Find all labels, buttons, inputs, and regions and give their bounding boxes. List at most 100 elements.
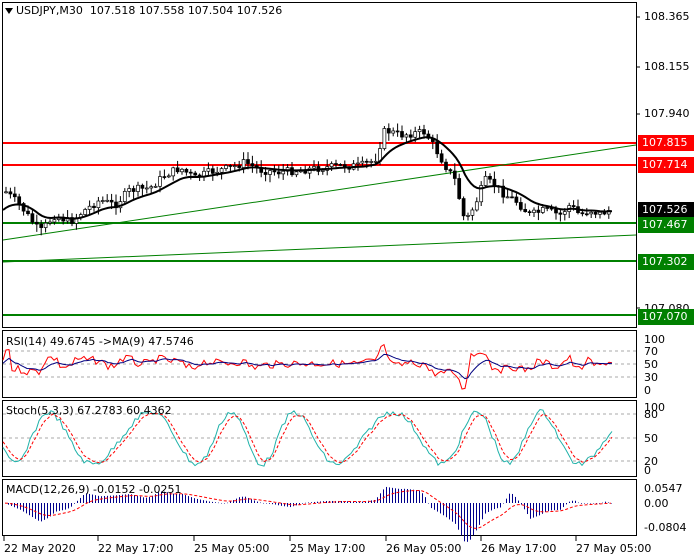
macd-bar bbox=[125, 494, 126, 503]
candle-body bbox=[540, 207, 545, 213]
candle-body bbox=[545, 207, 550, 209]
candle-body bbox=[241, 159, 246, 168]
candle-body bbox=[448, 169, 453, 172]
macd-bar bbox=[515, 496, 516, 503]
moving-average-line bbox=[2, 136, 613, 220]
candle-body bbox=[404, 134, 409, 138]
trend-line-upper[interactable] bbox=[2, 144, 637, 241]
level-tag-107070: 107.070 bbox=[638, 309, 694, 325]
macd-bar bbox=[158, 492, 159, 503]
candle-body bbox=[162, 176, 167, 178]
candle-body bbox=[373, 160, 378, 163]
macd-bar bbox=[266, 503, 267, 504]
macd-bar bbox=[104, 496, 105, 503]
macd-bar bbox=[419, 490, 420, 503]
macd-bar bbox=[434, 503, 435, 510]
macd-bar bbox=[170, 492, 171, 503]
macd-bar bbox=[383, 489, 384, 503]
candle-body bbox=[180, 168, 184, 173]
macd-bar bbox=[536, 503, 537, 517]
candle-body bbox=[87, 205, 92, 210]
macd-bar bbox=[554, 503, 555, 511]
macd-bar bbox=[200, 499, 201, 503]
macd-bar bbox=[602, 502, 603, 504]
macd-bar bbox=[86, 493, 87, 503]
rsi-tick: 30 bbox=[644, 371, 658, 384]
macd-bar bbox=[443, 503, 444, 516]
macd-bar bbox=[521, 503, 522, 505]
macd-tick: 0.0547 bbox=[644, 482, 683, 495]
macd-bar bbox=[386, 486, 387, 503]
candle-body bbox=[158, 176, 162, 187]
macd-bar bbox=[482, 503, 483, 520]
candle-body bbox=[184, 168, 189, 173]
macd-bar bbox=[230, 501, 231, 503]
macd-bar bbox=[53, 503, 54, 514]
macd-bar bbox=[224, 503, 225, 504]
candle-body bbox=[281, 170, 286, 175]
macd-bar bbox=[431, 503, 432, 509]
macd-bar bbox=[185, 495, 186, 503]
macd-bar bbox=[407, 488, 408, 503]
macd-bar bbox=[569, 501, 570, 503]
macd-bar bbox=[380, 493, 381, 503]
rsi-tick: 0 bbox=[644, 384, 651, 397]
candle-body bbox=[144, 187, 149, 190]
candle-body bbox=[193, 172, 198, 176]
macd-bar bbox=[509, 493, 510, 503]
macd-bar bbox=[62, 503, 63, 511]
time-label: 25 May 05:00 bbox=[194, 542, 270, 555]
macd-bar bbox=[503, 503, 504, 504]
macd-bar bbox=[128, 494, 129, 503]
macd-bar bbox=[599, 503, 600, 504]
candle-body bbox=[444, 161, 448, 170]
macd-bar bbox=[467, 503, 468, 542]
candle-body bbox=[8, 191, 13, 195]
macd-bar bbox=[17, 503, 18, 509]
macd-bar bbox=[458, 503, 459, 530]
macd-bar bbox=[56, 503, 57, 512]
candle-body bbox=[452, 170, 457, 179]
candle-body bbox=[426, 133, 431, 139]
macd-bar bbox=[65, 503, 66, 510]
macd-bar bbox=[371, 500, 372, 503]
candle-body bbox=[510, 196, 514, 199]
macd-bar bbox=[107, 495, 108, 503]
rsi-label: RSI(14) 49.6745 ->MA(9) 47.5746 bbox=[6, 335, 194, 348]
macd-bar bbox=[47, 503, 48, 519]
macd-bar bbox=[440, 503, 441, 514]
candle-body bbox=[17, 196, 22, 204]
macd-bar bbox=[80, 497, 81, 503]
macd-bar bbox=[41, 503, 42, 522]
stoch-tick: 50 bbox=[644, 432, 658, 445]
candle-body bbox=[272, 170, 277, 173]
macd-bar bbox=[95, 495, 96, 503]
macd-bar bbox=[74, 503, 75, 504]
trend-line-lower[interactable] bbox=[2, 234, 637, 263]
macd-bar bbox=[149, 497, 150, 503]
macd-bar bbox=[191, 497, 192, 503]
macd-tick: -0.0804 bbox=[644, 521, 687, 534]
candle-body bbox=[435, 141, 440, 155]
candle-body bbox=[532, 209, 536, 213]
candle-body bbox=[206, 168, 211, 172]
candle-body bbox=[246, 159, 250, 164]
candle-body bbox=[470, 209, 475, 216]
candle-body bbox=[417, 129, 422, 133]
macd-bar bbox=[257, 501, 258, 503]
price-tick: 108.155 bbox=[644, 60, 690, 73]
candle-body bbox=[584, 213, 589, 216]
macd-bar bbox=[251, 499, 252, 503]
macd-bar bbox=[155, 494, 156, 503]
macd-pane-frame bbox=[2, 479, 637, 536]
candle-body bbox=[369, 161, 374, 163]
candle-body bbox=[329, 163, 334, 167]
candlestick-series bbox=[4, 123, 611, 236]
stoch-signal-line bbox=[2, 412, 613, 464]
macd-bar bbox=[356, 501, 357, 503]
candle-body bbox=[562, 211, 567, 215]
macd-bar bbox=[545, 503, 546, 512]
macd-bar bbox=[263, 502, 264, 504]
candle-body bbox=[43, 222, 48, 228]
